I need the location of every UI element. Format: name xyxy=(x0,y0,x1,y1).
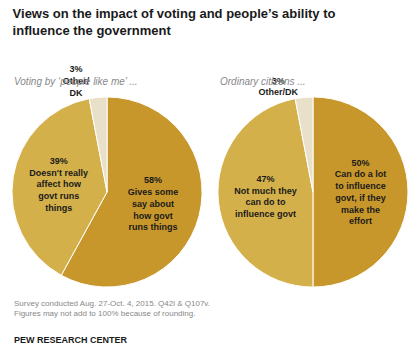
svg-text:PEW RESEARCH CENTER: PEW RESEARCH CENTER xyxy=(14,335,128,345)
svg-text:Survey conducted Aug. 27-Oct.: Survey conducted Aug. 27-Oct. 4, 2015. Q… xyxy=(14,299,210,318)
svg-text:Voting by ‘people like me’ ...: Voting by ‘people like me’ ... xyxy=(14,76,138,87)
svg-text:58%Gives somesay abouthow govt: 58%Gives somesay abouthow govtruns thing… xyxy=(128,175,179,232)
svg-text:3%Other/DK: 3%Other/DK xyxy=(63,64,90,97)
svg-text:3%Other/DK: 3%Other/DK xyxy=(259,76,299,98)
svg-text:Ordinary citizens ...: Ordinary citizens ... xyxy=(220,76,306,87)
svg-text:39%Doesn't reallyaffect howgov: 39%Doesn't reallyaffect howgovt runsthin… xyxy=(29,156,88,213)
svg-text:47%Not much theycan do toinflu: 47%Not much theycan do toinfluence govt xyxy=(234,174,297,219)
svg-text:Views on the impact of voting: Views on the impact of voting and people… xyxy=(13,6,336,38)
svg-text:50%Can do a lotto influencegov: 50%Can do a lotto influencegovt, if they… xyxy=(335,158,387,227)
